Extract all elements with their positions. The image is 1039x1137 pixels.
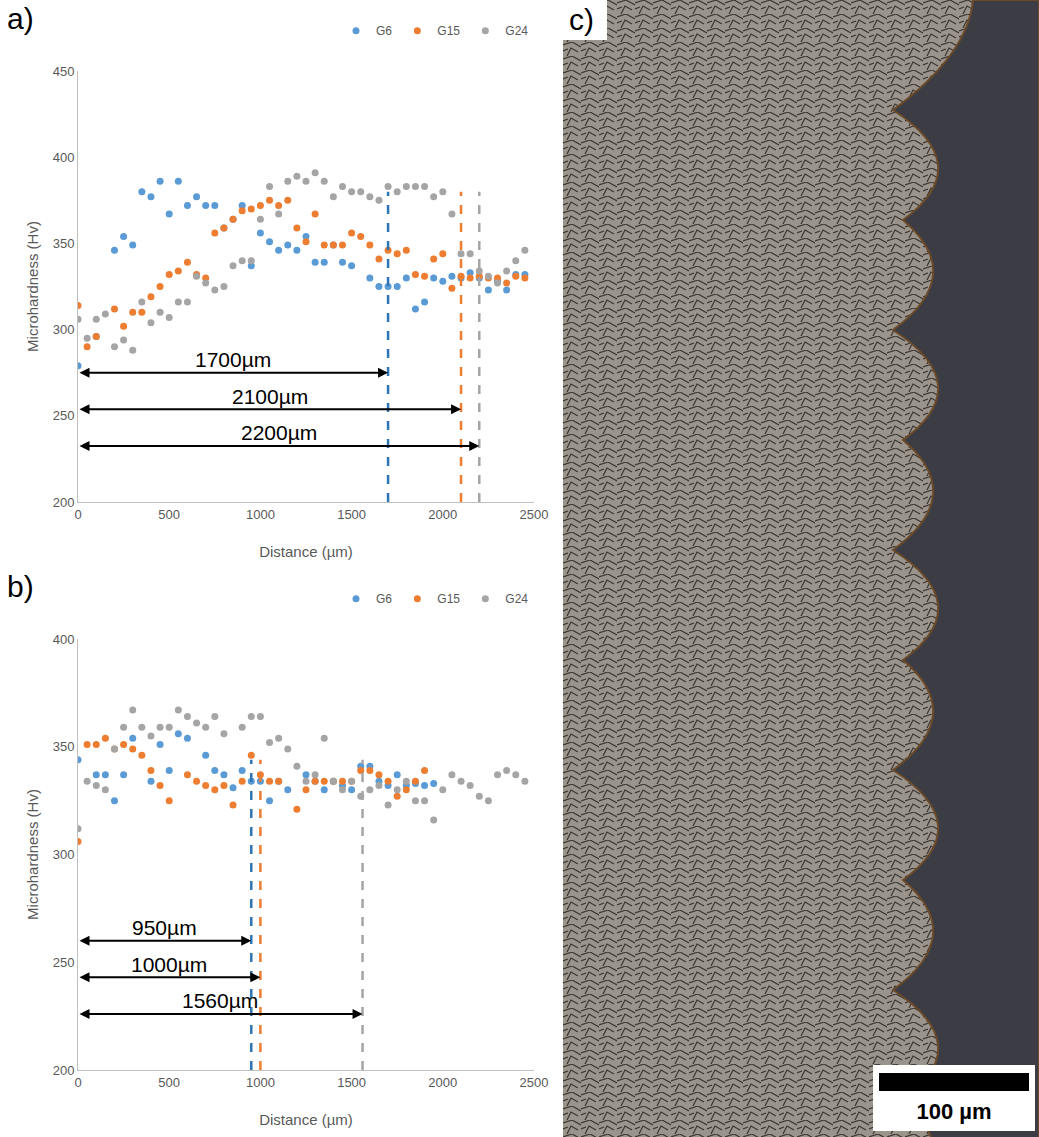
svg-text:G24: G24 <box>505 24 528 38</box>
svg-text:0: 0 <box>74 507 81 522</box>
svg-text:100 µm: 100 µm <box>916 1099 991 1124</box>
svg-text:400: 400 <box>53 632 75 647</box>
svg-text:2100µm: 2100µm <box>232 385 308 408</box>
svg-text:Distance (µm): Distance (µm) <box>259 543 353 560</box>
svg-text:1560µm: 1560µm <box>182 989 258 1012</box>
svg-text:400: 400 <box>53 150 75 165</box>
svg-text:2500: 2500 <box>520 1075 549 1090</box>
svg-text:500: 500 <box>158 1075 180 1090</box>
svg-text:c): c) <box>569 3 594 36</box>
svg-text:200: 200 <box>53 1063 75 1078</box>
html-text:b): b) <box>7 570 34 603</box>
svg-text:1500: 1500 <box>337 1075 366 1090</box>
svg-text:1000: 1000 <box>246 1075 275 1090</box>
svg-text:450: 450 <box>53 64 75 79</box>
svg-text:1700µm: 1700µm <box>195 348 271 371</box>
svg-text:Microhardness (Hv): Microhardness (Hv) <box>24 221 41 352</box>
svg-text:250: 250 <box>53 408 75 423</box>
svg-text:200: 200 <box>53 495 75 510</box>
svg-text:1000: 1000 <box>246 507 275 522</box>
svg-text:350: 350 <box>53 739 75 754</box>
svg-text:250: 250 <box>53 955 75 970</box>
svg-text:300: 300 <box>53 847 75 862</box>
svg-text:2000: 2000 <box>428 507 457 522</box>
svg-text:Microhardness (Hv): Microhardness (Hv) <box>24 789 41 920</box>
html-text:a): a) <box>7 2 34 35</box>
svg-text:2000: 2000 <box>428 1075 457 1090</box>
svg-text:1500: 1500 <box>337 507 366 522</box>
svg-text:500: 500 <box>158 507 180 522</box>
svg-text:350: 350 <box>53 236 75 251</box>
svg-text:300: 300 <box>53 322 75 337</box>
svg-text:1000µm: 1000µm <box>131 953 207 976</box>
svg-text:G24: G24 <box>505 592 528 606</box>
svg-text:G6: G6 <box>376 24 392 38</box>
svg-text:2200µm: 2200µm <box>241 421 317 444</box>
svg-text:G6: G6 <box>376 592 392 606</box>
svg-text:Distance (µm): Distance (µm) <box>259 1111 353 1128</box>
svg-text:950µm: 950µm <box>132 916 197 939</box>
svg-text:G15: G15 <box>437 592 460 606</box>
svg-text:2500: 2500 <box>520 507 549 522</box>
svg-text:G15: G15 <box>437 24 460 38</box>
svg-text:0: 0 <box>74 1075 81 1090</box>
